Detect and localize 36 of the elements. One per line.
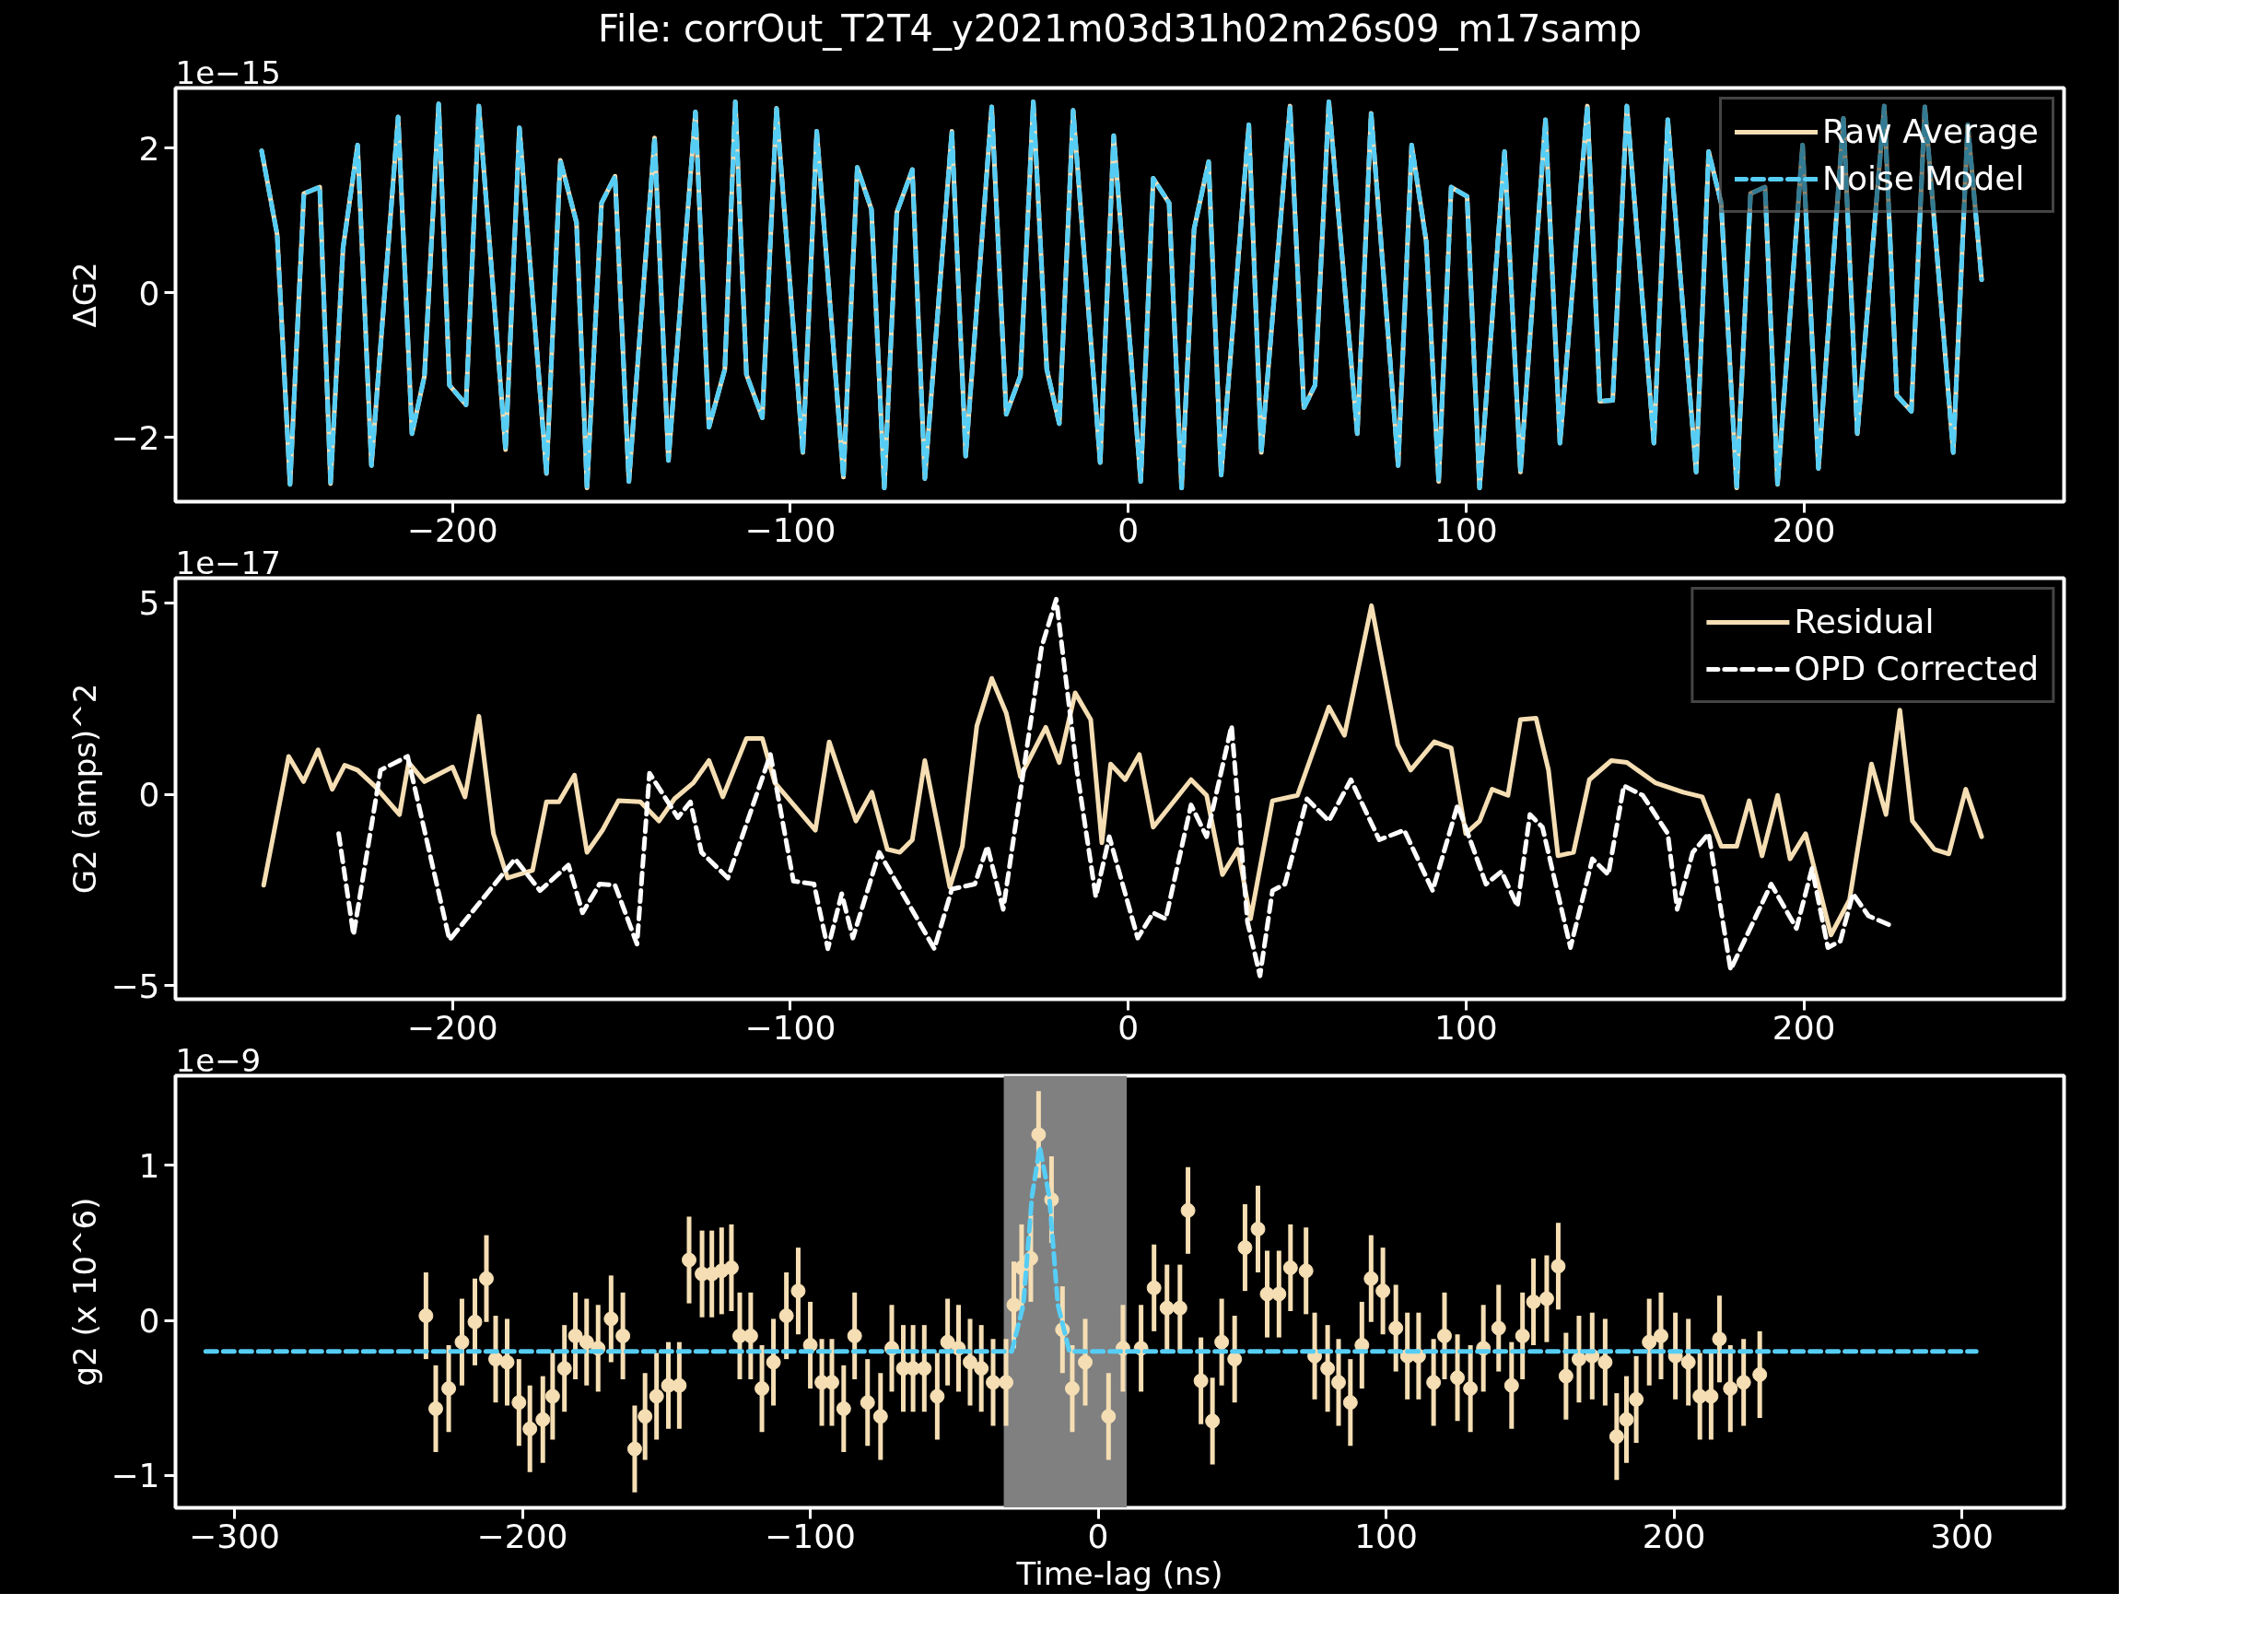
legend-label: OPD Corrected xyxy=(1794,650,2039,687)
y-tick-label: 1 xyxy=(138,1147,160,1185)
x-tick-label: −200 xyxy=(406,1008,498,1047)
x-tick-label: 100 xyxy=(1434,1008,1498,1047)
x-tick-label: −200 xyxy=(476,1517,568,1555)
x-tick-label: −100 xyxy=(744,510,836,549)
x-tick-label: −100 xyxy=(765,1517,857,1555)
annotation: 1e−15 xyxy=(175,53,281,91)
y-axis-title: g2 (x 10^6) xyxy=(66,1197,104,1387)
x-tick-label: 200 xyxy=(1772,1008,1836,1047)
x-tick-label: 100 xyxy=(1434,510,1498,549)
x-tick-label: 0 xyxy=(1117,510,1140,549)
x-tick-label: 200 xyxy=(1642,1517,1706,1555)
legend-label: Residual xyxy=(1794,603,1935,640)
y-tick-label: −1 xyxy=(111,1457,160,1495)
x-axis-title: Time-lag (ns) xyxy=(1015,1554,1223,1592)
y-tick-label: −5 xyxy=(111,967,160,1005)
x-tick-label: −300 xyxy=(189,1517,281,1555)
y-tick-label: 5 xyxy=(138,584,160,623)
y-tick-label: 0 xyxy=(138,274,160,312)
x-tick-label: 0 xyxy=(1117,1008,1140,1047)
y-tick-label: 0 xyxy=(138,776,160,814)
annotation: 1e−9 xyxy=(175,1041,262,1079)
y-tick-label: −2 xyxy=(111,418,160,457)
x-tick-label: 0 xyxy=(1087,1517,1109,1555)
chart-title: File: corrOut_T2T4_y2021m03d31h02m26s09_m17samp xyxy=(597,6,1643,51)
annotation: 1e−17 xyxy=(175,544,281,581)
y-tick-label: 2 xyxy=(138,129,160,168)
y-axis-title: ΔG2 xyxy=(66,262,104,328)
x-tick-label: 200 xyxy=(1772,510,1836,549)
x-tick-label: −200 xyxy=(406,510,498,549)
y-axis-title: G2 (amps)^2 xyxy=(66,683,104,895)
x-tick-label: −100 xyxy=(744,1008,836,1047)
x-tick-label: 100 xyxy=(1354,1517,1418,1555)
y-tick-label: 0 xyxy=(138,1302,160,1341)
x-tick-label: 300 xyxy=(1930,1517,1994,1555)
